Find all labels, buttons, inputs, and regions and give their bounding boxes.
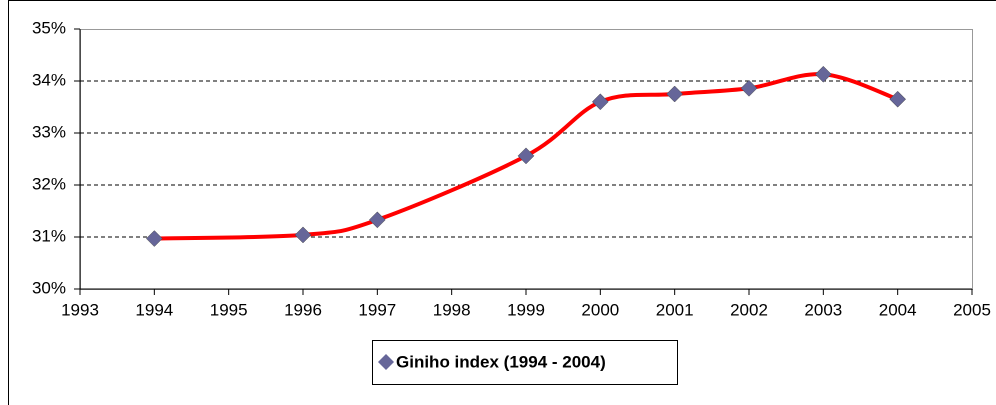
x-tick-label: 1996 xyxy=(284,300,322,319)
x-tick-label: 1998 xyxy=(433,300,471,319)
x-tick-label: 2003 xyxy=(804,300,842,319)
marker xyxy=(591,93,609,111)
y-tick-label: 32% xyxy=(32,174,66,193)
y-tick-label: 31% xyxy=(32,226,66,245)
marker xyxy=(814,65,832,83)
marker xyxy=(666,85,684,103)
y-tick-label: 33% xyxy=(32,122,66,141)
x-tick-label: 1994 xyxy=(135,300,173,319)
x-tick-label: 2005 xyxy=(953,300,991,319)
marker xyxy=(517,147,535,165)
x-tick-label: 1999 xyxy=(507,300,545,319)
y-tick-label: 34% xyxy=(32,70,66,89)
y-tick-label: 30% xyxy=(32,278,66,297)
x-tick-label: 1993 xyxy=(61,300,99,319)
y-tick-label: 35% xyxy=(32,18,66,37)
marker xyxy=(368,211,386,229)
x-tick-label: 1997 xyxy=(358,300,396,319)
marker xyxy=(740,79,758,97)
legend-marker xyxy=(378,354,394,370)
legend-box xyxy=(372,340,678,385)
marker xyxy=(294,226,312,244)
x-tick-label: 2001 xyxy=(656,300,694,319)
marker xyxy=(145,230,163,247)
x-tick-label: 2002 xyxy=(730,300,768,319)
marker xyxy=(889,90,907,108)
legend-label: Giniho index (1994 - 2004) xyxy=(396,352,606,371)
x-tick-label: 1995 xyxy=(210,300,248,319)
x-tick-label: 2004 xyxy=(879,300,917,319)
x-tick-label: 2000 xyxy=(581,300,619,319)
